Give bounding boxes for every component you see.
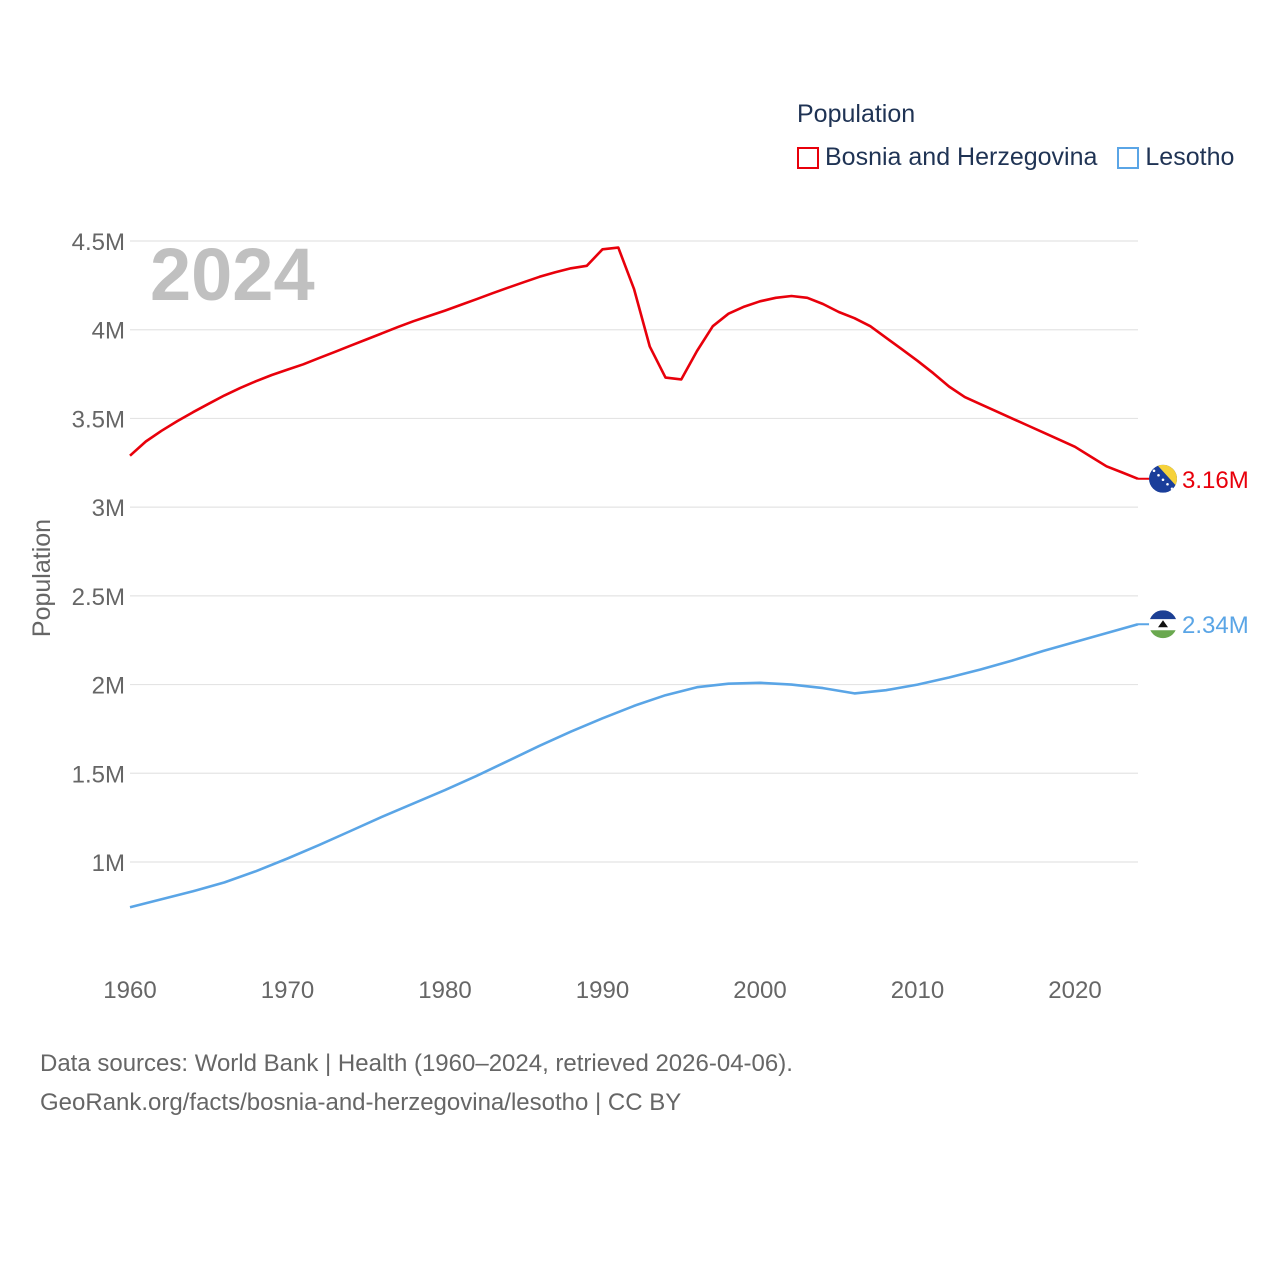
- y-tick-label: 4.5M: [72, 229, 125, 256]
- legend-item-lesotho[interactable]: Lesotho: [1117, 143, 1234, 172]
- y-axis-ticks: 1M 1.5M 2M 2.5M 3M 3.5M 4M 4.5M: [72, 229, 125, 877]
- attribution-link[interactable]: GeoRank.org/facts/bosnia-and-herzegovina…: [40, 1089, 682, 1116]
- end-value-label: 2.34M: [1182, 612, 1249, 639]
- y-tick-label: 3.5M: [72, 406, 125, 433]
- series-lines: [129, 246, 1139, 909]
- legend-swatch-bosnia: [797, 146, 819, 169]
- bosnia-flag-icon: [1149, 464, 1177, 493]
- y-tick-label: 2M: [92, 673, 125, 700]
- end-value-label: 3.16M: [1182, 467, 1249, 494]
- x-tick-label: 1960: [103, 977, 156, 1004]
- x-axis-ticks: 1960 1970 1980 1990 2000 2010 2020: [103, 977, 1101, 1004]
- y-tick-label: 4M: [92, 318, 125, 345]
- series-end-markers: 3.16M 2.34M: [1138, 464, 1249, 639]
- y-tick-label: 1.5M: [72, 761, 125, 788]
- x-tick-label: 2010: [891, 977, 944, 1004]
- lesotho-flag-icon: [1149, 610, 1177, 639]
- footer: Data sources: World Bank | Health (1960–…: [40, 1044, 793, 1122]
- legend-label-lesotho: Lesotho: [1145, 143, 1235, 171]
- x-tick-label: 1990: [576, 977, 629, 1004]
- legend-title: Population: [797, 100, 916, 128]
- legend-swatch-lesotho: [1117, 146, 1140, 169]
- year-watermark: 2024: [150, 233, 315, 316]
- y-axis-title: Population: [28, 519, 56, 637]
- legend-item-bosnia[interactable]: Bosnia and Herzegovina: [797, 143, 1097, 172]
- y-tick-label: 2.5M: [72, 584, 125, 611]
- series-line-bosnia[interactable]: [129, 246, 1139, 481]
- y-tick-label: 3M: [92, 495, 125, 522]
- legend-label-bosnia: Bosnia and Herzegovina: [825, 143, 1098, 171]
- data-source-note: Data sources: World Bank | Health (1960–…: [40, 1050, 793, 1077]
- x-tick-label: 1970: [261, 977, 314, 1004]
- series-line-lesotho[interactable]: [129, 622, 1139, 909]
- y-tick-label: 1M: [92, 850, 125, 877]
- x-tick-label: 2000: [733, 977, 786, 1004]
- grid-lines: [130, 240, 1138, 863]
- x-tick-label: 2020: [1048, 977, 1101, 1004]
- legend: Bosnia and Herzegovina Lesotho: [797, 143, 1254, 172]
- x-tick-label: 1980: [418, 977, 471, 1004]
